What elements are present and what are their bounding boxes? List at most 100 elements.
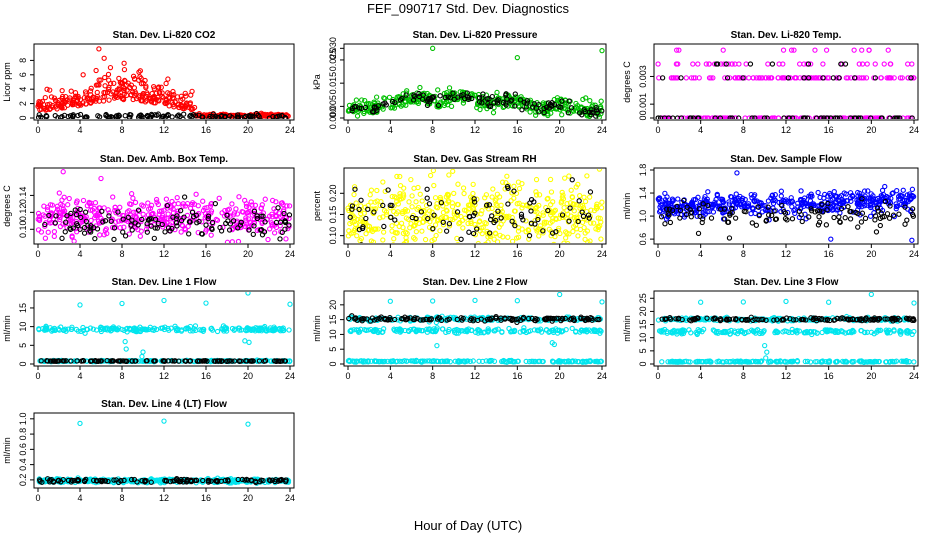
data-point-primary [349, 219, 355, 225]
data-point-secondary [655, 115, 661, 119]
data-point-primary [596, 169, 603, 172]
data-point-primary [803, 75, 809, 81]
data-point-primary [42, 235, 49, 241]
data-point-primary [268, 220, 275, 226]
data-point-primary [732, 329, 738, 336]
y-axis-label: ml/min [622, 193, 632, 220]
data-point-secondary [145, 217, 152, 223]
data-point-primary [345, 233, 352, 239]
data-point-primary [564, 230, 570, 236]
x-tick-label: 12 [159, 125, 169, 135]
data-point-primary [143, 226, 150, 232]
data-point-primary [713, 196, 719, 203]
data-point-primary [595, 215, 601, 221]
data-point-primary [245, 216, 251, 222]
data-point-secondary [64, 213, 70, 219]
data-point-secondary [559, 98, 565, 104]
data-point-primary [877, 199, 883, 205]
data-point-primary [798, 188, 804, 194]
data-point-primary [766, 217, 772, 223]
outlier-point [472, 297, 478, 304]
data-point-primary [248, 327, 254, 333]
data-point-secondary [753, 222, 760, 228]
data-point-secondary [535, 216, 541, 223]
data-point-primary [174, 194, 180, 201]
y-axis-label: Licor ppm [2, 62, 12, 102]
data-point-primary [98, 77, 104, 83]
data-point-secondary [347, 214, 353, 220]
data-point-primary [56, 327, 63, 333]
data-point-secondary [77, 206, 83, 213]
data-point-primary [599, 199, 605, 205]
data-point-secondary [508, 98, 514, 104]
data-point-primary [556, 225, 562, 231]
data-point-primary [167, 95, 173, 101]
data-point-secondary [239, 115, 245, 119]
data-point-secondary [246, 114, 253, 119]
data-point-primary [689, 201, 696, 208]
data-point-primary [437, 228, 443, 234]
y-axis-label: ml/min [622, 315, 632, 342]
data-point-primary [561, 240, 567, 243]
data-point-primary [229, 226, 235, 233]
data-point-primary [499, 179, 506, 185]
data-point-primary [131, 325, 138, 331]
outlier-point [203, 300, 209, 306]
data-point-primary [868, 329, 875, 335]
data-point-primary [448, 103, 455, 109]
data-point-primary [35, 103, 41, 110]
data-point-primary [859, 75, 865, 81]
y-tick-label: 15 [638, 320, 648, 330]
data-point-primary [455, 246, 459, 250]
data-point-secondary [872, 75, 878, 81]
data-point-primary [564, 200, 570, 207]
data-point-primary [655, 61, 661, 67]
data-point-primary [426, 208, 433, 214]
data-point-secondary [349, 313, 355, 319]
data-point-secondary [816, 219, 823, 225]
data-point-secondary [431, 212, 437, 218]
data-point-primary [403, 102, 409, 108]
data-point-secondary [129, 227, 135, 233]
data-point-primary [71, 101, 78, 107]
data-point-primary [68, 326, 75, 332]
data-point-primary [467, 358, 473, 364]
data-point-secondary [852, 75, 858, 81]
x-tick-label: 20 [866, 249, 876, 259]
data-point-primary [471, 92, 477, 98]
data-point-secondary [493, 315, 499, 321]
x-tick-label: 24 [285, 249, 295, 259]
data-point-primary [108, 91, 114, 97]
data-point-secondary [251, 208, 258, 214]
data-point-primary [229, 201, 235, 207]
data-point-primary [115, 327, 121, 333]
data-point-primary [54, 106, 60, 112]
data-point-secondary [371, 209, 377, 215]
data-point-primary [224, 239, 231, 243]
data-point-secondary [824, 115, 830, 119]
data-point-secondary [68, 358, 74, 364]
data-point-secondary [536, 109, 542, 115]
data-point-primary [61, 211, 67, 218]
x-tick-label: 4 [698, 371, 703, 381]
data-point-primary [102, 74, 108, 81]
data-point-secondary [356, 227, 362, 233]
data-point-primary [236, 194, 242, 200]
data-point-primary [676, 47, 682, 53]
x-tick-label: 20 [243, 249, 253, 259]
data-point-secondary [88, 225, 94, 231]
data-point-primary [509, 238, 516, 243]
data-point-secondary [279, 229, 285, 235]
data-point-primary [140, 211, 146, 217]
data-point-secondary [259, 232, 266, 238]
data-point-primary [346, 228, 352, 234]
y-tick-label: 0.15 [328, 206, 338, 224]
data-point-primary [519, 205, 525, 211]
data-point-primary [579, 219, 586, 226]
data-point-primary [267, 113, 273, 119]
data-point-primary [760, 329, 767, 335]
data-point-primary [96, 98, 103, 104]
data-point-primary [498, 212, 504, 218]
data-point-primary [559, 112, 565, 118]
data-point-primary [49, 326, 56, 333]
